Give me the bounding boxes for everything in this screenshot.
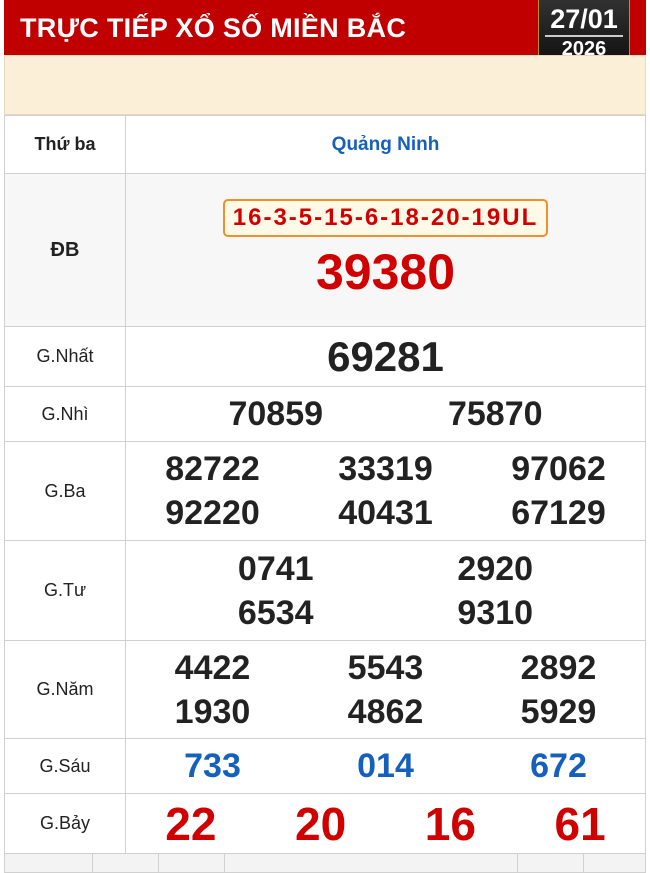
prize-number: 6534 bbox=[237, 593, 314, 632]
prize-number: 97062 bbox=[511, 450, 606, 488]
prize-label: G.Ba bbox=[4, 441, 126, 541]
prize-number: 33319 bbox=[338, 450, 433, 488]
prize-number: 20 bbox=[295, 797, 347, 850]
special-number: 39380 bbox=[315, 244, 456, 300]
prize-number: 1930 bbox=[174, 692, 251, 731]
prize-label: G.Tư bbox=[4, 540, 126, 641]
banner-area bbox=[4, 55, 646, 115]
prize-number: 69281 bbox=[327, 332, 444, 380]
prize-number: 4422 bbox=[174, 648, 251, 687]
results-table: Thứ ba Quảng Ninh ĐB 16-3-5-15-6-18-20-1… bbox=[4, 115, 646, 854]
prize-number: 40431 bbox=[338, 494, 433, 532]
prize-number: 014 bbox=[357, 747, 414, 785]
prize-number: 0741 bbox=[237, 549, 314, 588]
date-day: 27/01 bbox=[545, 0, 623, 37]
prize-number: 733 bbox=[184, 747, 241, 785]
prize-number: 22 bbox=[165, 797, 217, 850]
prize-number: 5929 bbox=[520, 692, 597, 731]
prize-label: G.Năm bbox=[4, 640, 126, 739]
next-table-row bbox=[4, 853, 646, 873]
prize-label: G.Sáu bbox=[4, 738, 126, 794]
prize-number: 92220 bbox=[165, 494, 260, 532]
date-badge: 27/01 2026 bbox=[538, 0, 630, 63]
province-link[interactable]: Quảng Ninh bbox=[331, 133, 440, 155]
prize-number: 61 bbox=[554, 797, 606, 850]
prize-number: 5543 bbox=[347, 648, 424, 687]
prize-number: 4862 bbox=[347, 692, 424, 731]
prize-number: 82722 bbox=[165, 450, 260, 488]
weekday: Thứ ba bbox=[4, 115, 126, 174]
prize-number: 75870 bbox=[447, 395, 543, 433]
prize-label: ĐB bbox=[4, 173, 126, 327]
special-code: 16-3-5-15-6-18-20-19UL bbox=[222, 199, 549, 237]
prize-number: 2920 bbox=[457, 549, 534, 588]
prize-number: 67129 bbox=[511, 494, 606, 532]
prize-number: 672 bbox=[530, 747, 587, 785]
prize-number: 9310 bbox=[457, 593, 534, 632]
prize-number: 16 bbox=[424, 797, 476, 850]
prize-number: 70859 bbox=[228, 395, 324, 433]
prize-label: G.Nhất bbox=[4, 326, 126, 387]
prize-number: 2892 bbox=[520, 648, 597, 687]
prize-label: G.Nhì bbox=[4, 386, 126, 442]
prize-label: G.Bảy bbox=[4, 793, 126, 854]
date-year: 2026 bbox=[561, 38, 607, 60]
